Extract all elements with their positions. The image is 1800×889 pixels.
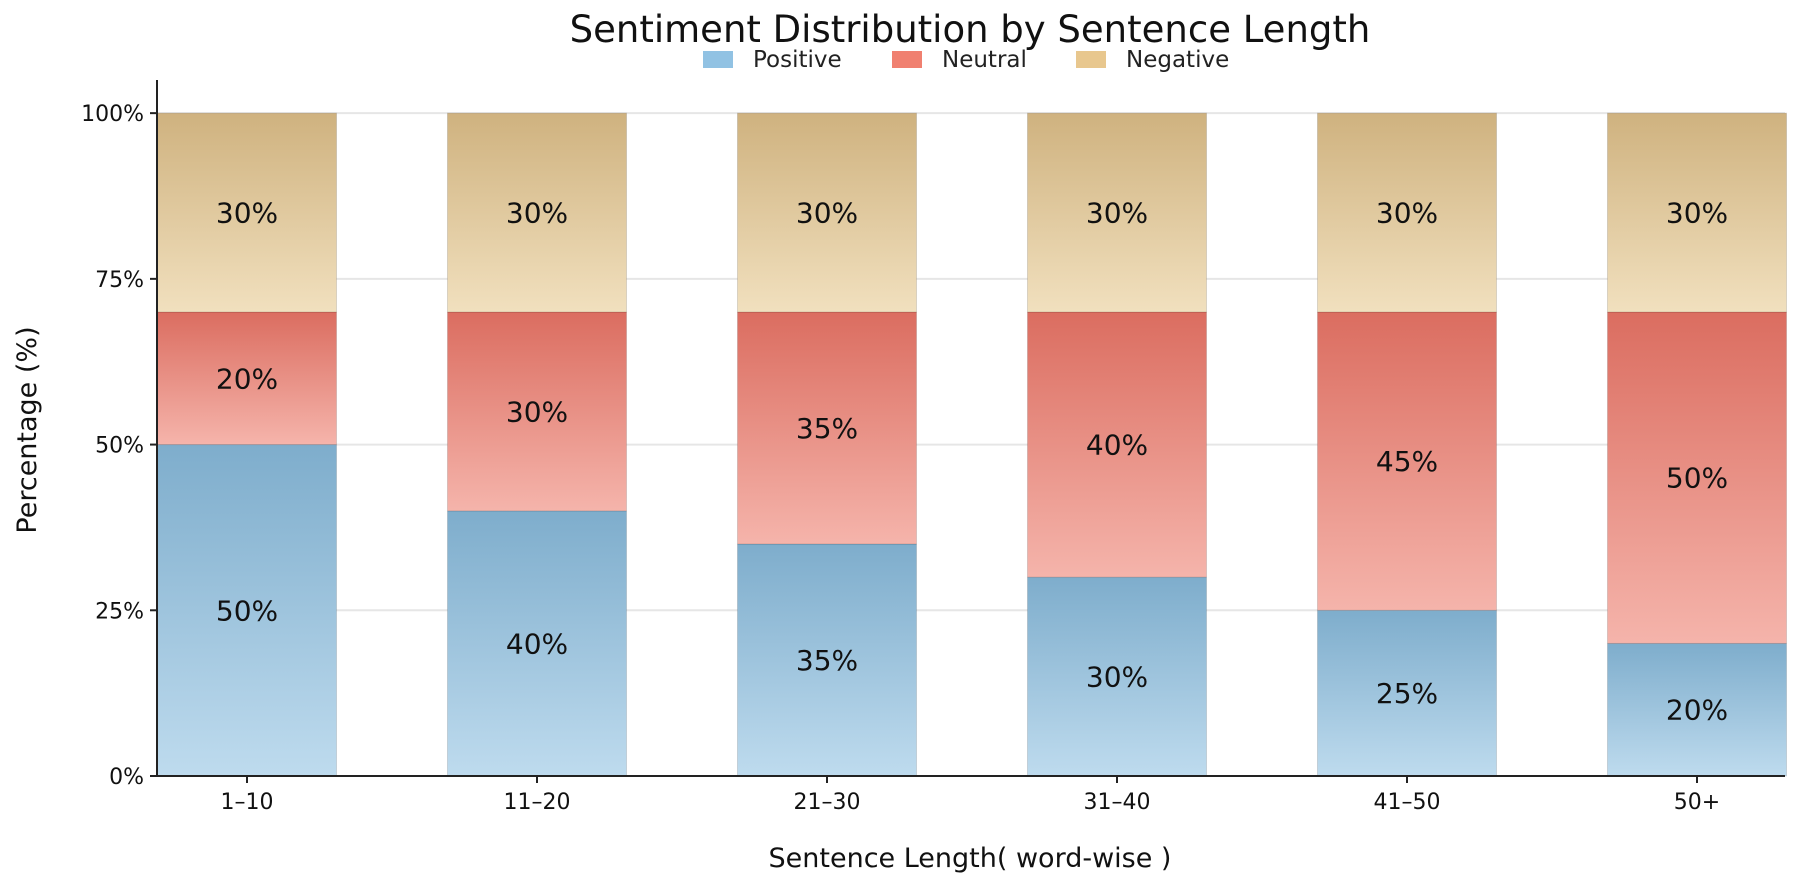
- data-label: 50%: [216, 594, 278, 627]
- data-label: 35%: [796, 644, 858, 677]
- x-tick-label: 50+: [1674, 790, 1720, 815]
- value-labels: 50% 20% 30% 40% 30% 30% 35% 35% 30% 30% 40% 30% 25% 4…: [216, 197, 1728, 727]
- data-label: 40%: [506, 627, 568, 660]
- data-label: 30%: [216, 197, 278, 230]
- data-label: 30%: [1086, 197, 1148, 230]
- bar-neutral-1: [447, 311, 627, 512]
- data-label: 30%: [796, 197, 858, 230]
- data-label: 45%: [1376, 445, 1438, 478]
- bar-negative-5: [1607, 112, 1787, 313]
- gridlines: [157, 112, 1785, 612]
- legend-swatch-neutral: [892, 51, 922, 68]
- data-label: 30%: [1376, 197, 1438, 230]
- bar-neutral-2: [737, 311, 917, 545]
- bar-neutral-5: [1607, 311, 1787, 644]
- bar-neutral-0: [157, 311, 337, 446]
- bar-negative-4: [1317, 112, 1497, 313]
- bar-neutral-3: [1027, 311, 1207, 578]
- x-tick-label: 11–20: [504, 790, 571, 815]
- data-label: 30%: [506, 197, 568, 230]
- data-label: 35%: [796, 412, 858, 445]
- chart-title: Sentiment Distribution by Sentence Lengt…: [570, 8, 1371, 51]
- legend-swatch-negative: [1076, 51, 1106, 68]
- y-tick-label: 100%: [81, 102, 144, 127]
- bar-negative-1: [447, 112, 627, 313]
- y-tick-label: 50%: [95, 434, 144, 459]
- legend-label-neutral: Neutral: [942, 47, 1027, 73]
- bar-positive-5: [1607, 642, 1787, 777]
- x-tick-label: 21–30: [794, 790, 861, 815]
- data-label: 20%: [1666, 694, 1728, 727]
- y-ticks: 0% 25% 50% 75% 100%: [81, 102, 157, 790]
- data-label: 50%: [1666, 462, 1728, 495]
- x-tick-label: 31–40: [1084, 790, 1151, 815]
- legend-label-negative: Negative: [1126, 47, 1229, 73]
- y-axis-label: Percentage (%): [12, 326, 43, 533]
- data-label: 30%: [1666, 197, 1728, 230]
- data-label: 30%: [1086, 661, 1148, 694]
- bar-positive-0: [157, 444, 337, 777]
- legend-swatch-positive: [703, 51, 733, 68]
- legend-label-positive: Positive: [753, 47, 842, 73]
- bar-negative-2: [737, 112, 917, 313]
- data-label: 20%: [216, 362, 278, 395]
- y-tick-label: 75%: [95, 268, 144, 293]
- bar-positive-1: [447, 510, 627, 777]
- x-tick-label: 41–50: [1374, 790, 1441, 815]
- y-tick-label: 0%: [109, 765, 144, 790]
- bar-positive-3: [1027, 576, 1207, 777]
- data-label: 40%: [1086, 429, 1148, 462]
- legend: Positive Neutral Negative: [703, 47, 1229, 73]
- axes: [156, 80, 1785, 777]
- bar-positive-2: [737, 543, 917, 777]
- bar-negative-0: [157, 112, 337, 313]
- data-label: 25%: [1376, 677, 1438, 710]
- data-label: 30%: [506, 395, 568, 428]
- x-tick-label: 1–10: [221, 790, 274, 815]
- x-axis-label: Sentence Length( word-wise ): [769, 843, 1172, 874]
- x-ticks: 1–10 11–20 21–30 31–40 41–50 50+: [221, 776, 1720, 815]
- bar-neutral-4: [1317, 311, 1497, 611]
- bar-negative-3: [1027, 112, 1207, 313]
- bars: [157, 112, 1787, 777]
- y-tick-label: 25%: [95, 599, 144, 624]
